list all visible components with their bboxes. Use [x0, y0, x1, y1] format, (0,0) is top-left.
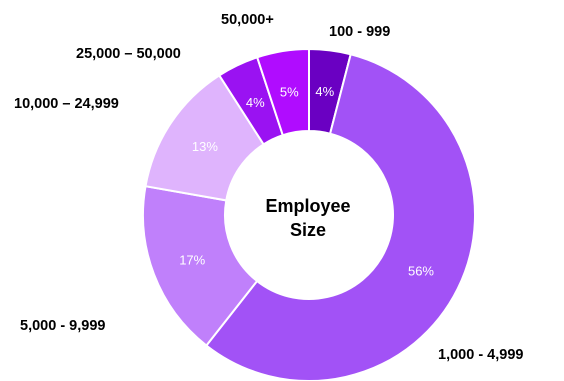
- donut-slices: [142, 47, 476, 381]
- slice-3: [142, 185, 259, 347]
- percent-label-6: 5%: [280, 85, 299, 100]
- percent-label-4: 13%: [192, 139, 218, 154]
- category-label-2: 1,000 - 4,999: [438, 347, 523, 363]
- percent-labels: 4% 56% 17% 13% 4% 5%: [179, 84, 434, 279]
- center-label-line-2: Size: [290, 220, 326, 240]
- category-label-1: 100 - 999: [329, 24, 390, 40]
- category-label-3: 5,000 - 9,999: [20, 318, 105, 334]
- slice-2: [204, 53, 476, 381]
- center-label-line-1: Employee: [265, 196, 350, 216]
- category-label-4: 10,000 – 24,999: [14, 96, 119, 112]
- percent-label-5: 4%: [246, 95, 265, 110]
- donut-hole: [226, 132, 392, 298]
- percent-label-2: 56%: [408, 264, 434, 279]
- category-label-6: 50,000+: [221, 12, 274, 28]
- slice-6: [255, 47, 310, 137]
- percent-label-3: 17%: [179, 253, 205, 268]
- category-labels: 100 - 999 1,000 - 4,999 5,000 - 9,999 10,00…: [14, 12, 523, 363]
- percent-label-1: 4%: [315, 84, 334, 99]
- category-label-5: 25,000 – 50,000: [76, 46, 181, 62]
